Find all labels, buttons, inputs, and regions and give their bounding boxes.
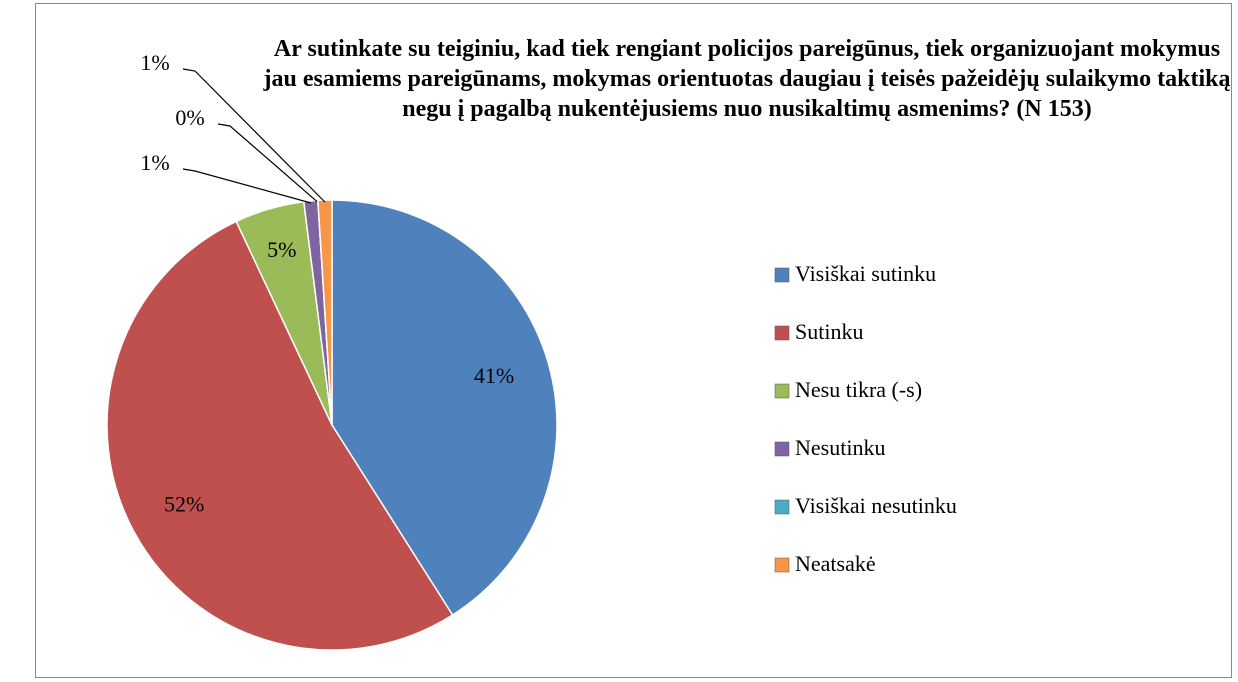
legend-label: Nesutinku — [795, 435, 885, 460]
legend-label: Neatsakė — [795, 551, 876, 576]
legend-label: Visiškai nesutinku — [795, 493, 957, 518]
legend-swatch — [774, 499, 790, 515]
legend-label: Visiškai sutinku — [795, 261, 936, 286]
legend-swatch — [774, 383, 790, 399]
pie-slice — [331, 199, 558, 617]
data-label: 52% — [164, 491, 204, 516]
pie-slice — [317, 199, 333, 426]
pie-slice — [106, 220, 454, 651]
data-label: 0% — [175, 105, 204, 130]
legend-swatch — [774, 267, 790, 283]
data-label: 5% — [267, 237, 296, 262]
data-label: 1% — [140, 150, 169, 175]
data-label: 41% — [474, 363, 514, 388]
legend-swatch — [774, 325, 790, 341]
legend-label: Nesu tikra (-s) — [795, 377, 922, 402]
chart-title: Ar sutinkate su teiginiu, kad tiek rengi… — [263, 36, 1231, 122]
legend-label: Sutinku — [795, 319, 863, 344]
leader-line — [182, 68, 326, 203]
leader-line — [182, 168, 312, 204]
leader-line — [217, 123, 319, 203]
legend-swatch — [774, 441, 790, 457]
legend-swatch — [774, 557, 790, 573]
data-label: 1% — [140, 50, 169, 75]
